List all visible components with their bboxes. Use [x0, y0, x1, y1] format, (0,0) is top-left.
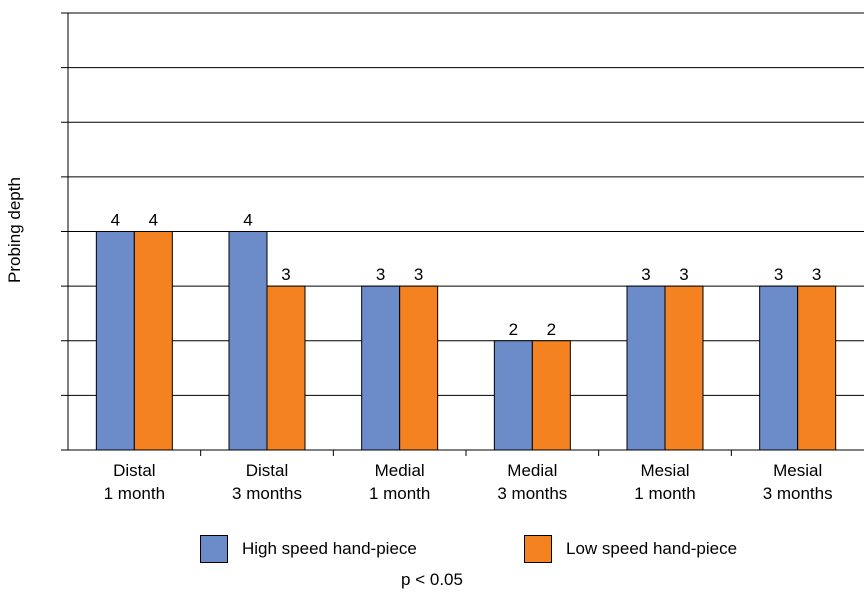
- data-label: 2: [509, 320, 518, 339]
- data-label: 3: [679, 265, 688, 284]
- x-tick-label: Medial: [507, 461, 557, 480]
- data-label: 3: [414, 265, 423, 284]
- data-label: 3: [376, 265, 385, 284]
- x-tick-label: Distal: [113, 461, 156, 480]
- bar-low-speed: [664, 285, 704, 451]
- data-label: 4: [243, 211, 252, 230]
- bar-low-speed: [133, 231, 173, 451]
- legend-swatch-high-speed: [200, 535, 228, 563]
- x-tick-label: Mesial: [773, 461, 822, 480]
- bar-chart: Probing depth 4 4 Distal 1 month 4 3 Distal 3 m…: [5, 12, 864, 503]
- legend-swatch-low-speed: [524, 535, 552, 563]
- data-label: 3: [812, 265, 821, 284]
- x-tick-label: 1 month: [369, 484, 430, 503]
- legend-label-high-speed: High speed hand-piece: [242, 539, 417, 558]
- bar-low-speed: [399, 285, 439, 451]
- bar-low-speed: [531, 340, 571, 451]
- bar-high-speed: [493, 340, 533, 451]
- x-tick-label: Medial: [375, 461, 425, 480]
- bar-low-speed: [797, 285, 837, 451]
- x-tick-label: 3 months: [763, 484, 833, 503]
- x-tick-label: 1 month: [634, 484, 695, 503]
- legend-item-high-speed: High speed hand-piece: [200, 535, 417, 563]
- bar-high-speed: [95, 231, 135, 451]
- data-label: 3: [641, 265, 650, 284]
- x-tick-label: Distal: [246, 461, 289, 480]
- legend-label-low-speed: Low speed hand-piece: [566, 539, 738, 558]
- data-label: 2: [547, 320, 556, 339]
- significance-note: p < 0.05: [401, 570, 463, 589]
- data-label: 3: [281, 265, 290, 284]
- data-label: 3: [774, 265, 783, 284]
- bar-low-speed: [266, 285, 306, 451]
- bar-high-speed: [361, 285, 401, 451]
- bar-high-speed: [228, 231, 268, 451]
- x-tick-label: 1 month: [104, 484, 165, 503]
- x-tick-label: 3 months: [497, 484, 567, 503]
- legend: High speed hand-piece Low speed hand-pie…: [0, 535, 864, 565]
- bar-high-speed: [626, 285, 666, 451]
- x-tick-label: Mesial: [640, 461, 689, 480]
- legend-item-low-speed: Low speed hand-piece: [524, 535, 737, 563]
- x-tick-label: 3 months: [232, 484, 302, 503]
- y-axis-label: Probing depth: [5, 177, 24, 283]
- bar-high-speed: [759, 285, 799, 451]
- data-label: 4: [149, 211, 158, 230]
- data-label: 4: [111, 211, 120, 230]
